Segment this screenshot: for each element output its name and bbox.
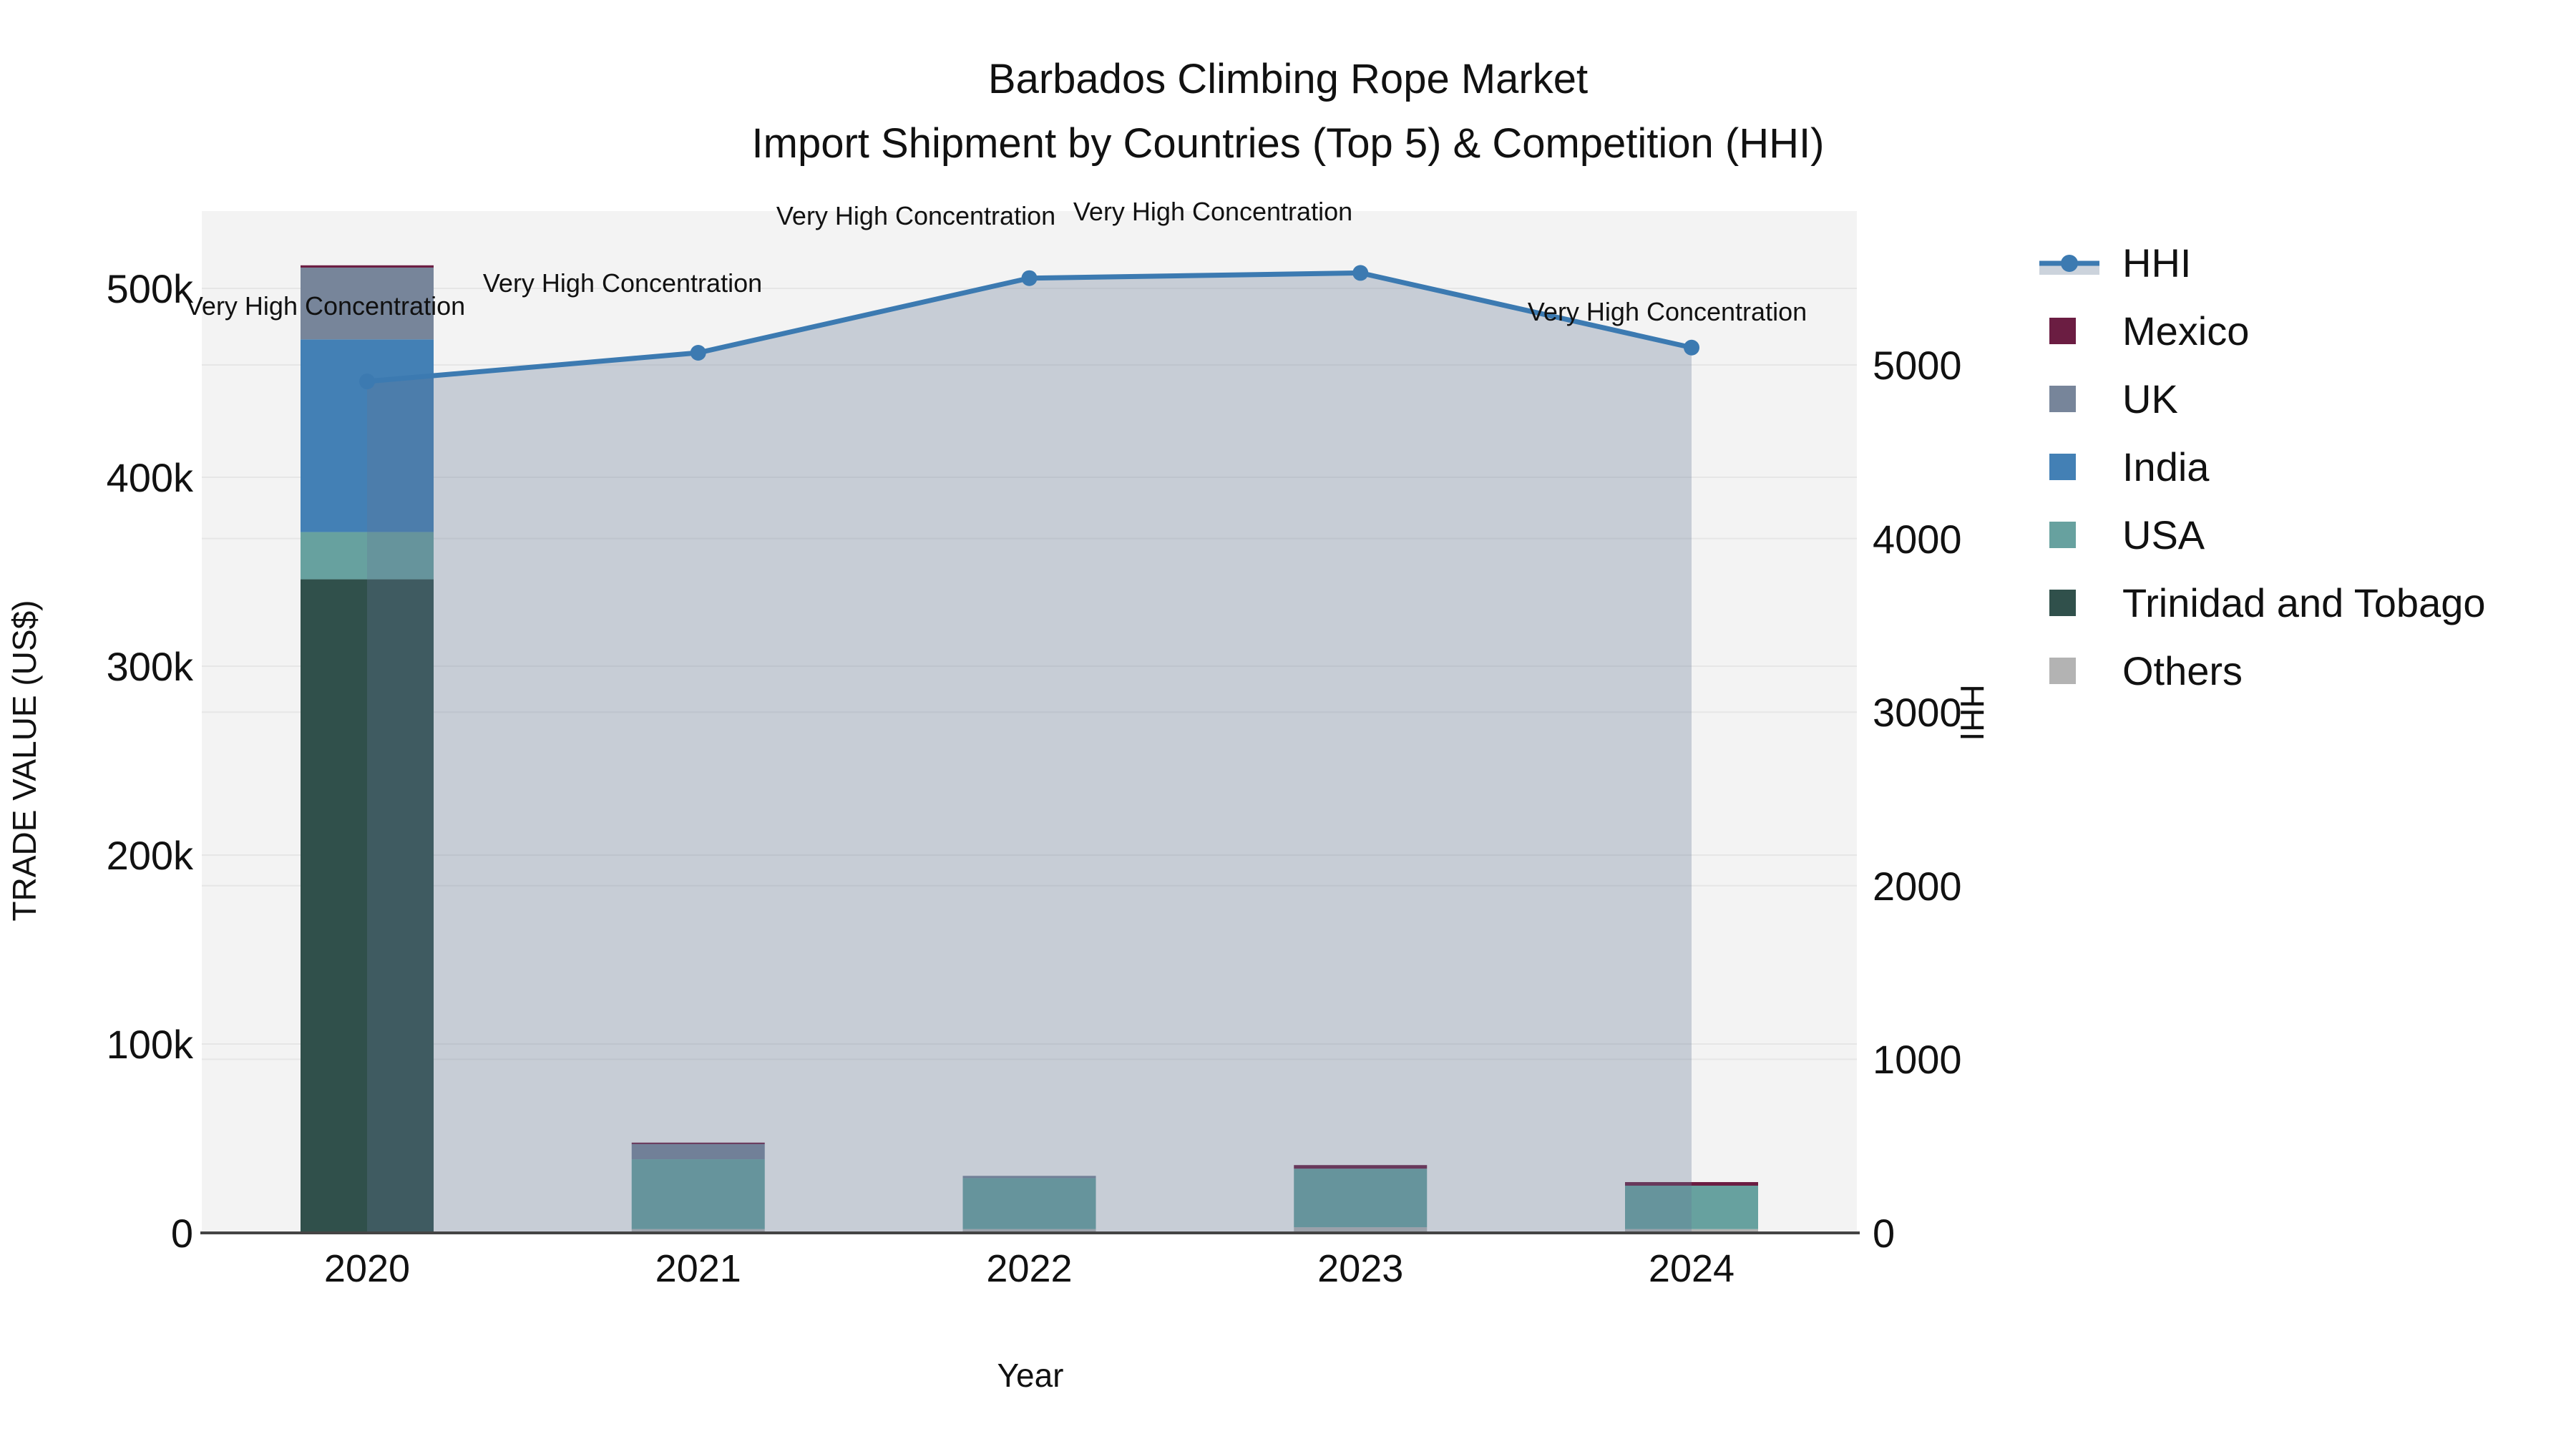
legend-item-hhi[interactable]: HHI [2039,229,2486,297]
bar-segment-mexico-2024[interactable] [1625,1181,1758,1186]
legend-symbol-others [2039,658,2099,684]
legend-label: Others [2122,648,2243,693]
legend-symbol-india [2039,454,2099,480]
y-right-tick-0: 0 [1873,1211,1896,1256]
bar-segment-india-2020[interactable] [301,339,434,532]
legend-swatch-icon [2049,386,2076,412]
legend-swatch-icon [2049,590,2076,616]
x-tick-2020: 2020 [323,1247,411,1290]
bar-segment-usa-2023[interactable] [1294,1169,1428,1228]
y-right-tick-4000: 4000 [1873,516,1962,562]
y-right-tick-5000: 5000 [1873,343,1962,388]
hhi-marker-2023[interactable] [1352,265,1369,281]
y-right-tick-3000: 3000 [1873,690,1962,736]
y-left-tick-400k: 400k [106,455,193,500]
x-tick-2022: 2022 [986,1247,1073,1290]
legend-symbol-hhi [2039,248,2099,279]
annotation-2020: Very High Concentration [185,291,466,321]
bar-segment-uk-2022[interactable] [962,1176,1096,1179]
bar-segment-mexico-2023[interactable] [1294,1165,1428,1169]
y-left-tick-100k: 100k [106,1022,193,1067]
legend-swatch-icon [2049,522,2076,548]
y-left-tick-0: 0 [170,1211,193,1256]
legend-swatch-icon [2049,454,2076,480]
annotation-2021: Very High Concentration [482,268,763,298]
bar-segment-others-2022[interactable] [962,1229,1096,1233]
bar-segment-mexico-2020[interactable] [301,265,434,268]
bar-segment-usa-2020[interactable] [301,532,434,580]
hhi-area-fill [367,273,1692,1233]
hhi-marker-2024[interactable] [1684,339,1699,356]
legend-item-india[interactable]: India [2039,433,2486,501]
x-axis-title: Year [997,1357,1064,1394]
legend-label: USA [2122,512,2205,557]
legend-symbol-uk [2039,386,2099,412]
bar-segment-others-2024[interactable] [1625,1229,1758,1233]
annotation-2022: Very High Concentration [776,201,1056,230]
bar-segment-uk-2021[interactable] [631,1143,765,1160]
legend: HHI Mexico UK India USA Trinidad and Tobago Ot… [2039,229,2486,705]
y-left-tick-200k: 200k [106,833,193,878]
legend-item-others[interactable]: Others [2039,637,2486,705]
hhi-line-icon [2039,254,2099,275]
legend-item-uk[interactable]: UK [2039,365,2486,433]
x-tick-2021: 2021 [655,1247,741,1290]
y-left-axis-title: TRADE VALUE (US$) [6,600,43,922]
bar-segment-usa-2021[interactable] [631,1159,765,1229]
legend-symbol-trinidad-and-tobago [2039,590,2099,616]
legend-item-mexico[interactable]: Mexico [2039,297,2486,365]
legend-label: Trinidad and Tobago [2122,580,2486,625]
bar-segment-trinidad-and-tobago-2020[interactable] [301,579,434,1233]
legend-symbol-mexico [2039,318,2099,344]
y-right-tick-1000: 1000 [1873,1037,1962,1083]
legend-symbol-usa [2039,522,2099,548]
legend-item-trinidad-and-tobago[interactable]: Trinidad and Tobago [2039,569,2486,637]
legend-label: HHI [2122,240,2192,286]
bar-segment-others-2023[interactable] [1294,1227,1428,1233]
legend-label: India [2122,444,2210,489]
legend-swatch-icon [2049,658,2076,684]
bar-segment-usa-2024[interactable] [1625,1186,1758,1229]
y-right-tick-2000: 2000 [1873,863,1962,909]
chart-title: Barbados Climbing Rope Market Import Shi… [0,56,2576,167]
x-tick-2024: 2024 [1648,1247,1735,1290]
legend-label: UK [2122,376,2178,421]
plot-area[interactable] [202,211,1857,1233]
y-left-tick-500k: 500k [106,266,193,311]
bar-segment-others-2021[interactable] [631,1229,765,1233]
bar-segment-uk-2020[interactable] [301,267,434,340]
chart-title-line2: Import Shipment by Countries (Top 5) & C… [751,120,1825,167]
hhi-marker-2020[interactable] [359,374,375,390]
legend-swatch-icon [2049,318,2076,344]
hhi-marker-2022[interactable] [1021,270,1038,286]
annotation-2023: Very High Concentration [1073,197,1353,226]
bar-segment-mexico-2021[interactable] [631,1142,765,1144]
chart-title-line1: Barbados Climbing Rope Market [987,56,1589,102]
annotation-2024: Very High Concentration [1527,297,1807,326]
legend-label: Mexico [2122,308,2250,353]
y-left-tick-300k: 300k [106,644,193,689]
legend-item-usa[interactable]: USA [2039,501,2486,569]
bar-segment-usa-2022[interactable] [962,1178,1096,1229]
hhi-marker-2021[interactable] [690,345,706,361]
x-tick-2023: 2023 [1317,1247,1404,1290]
